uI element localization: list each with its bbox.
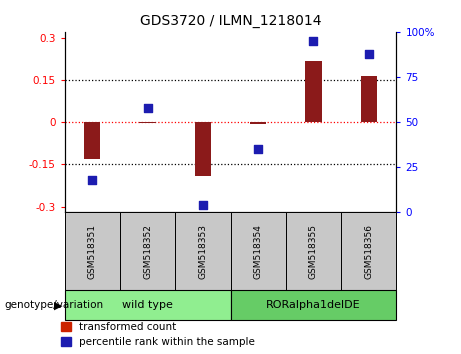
Bar — [175, 212, 230, 290]
Text: ▶: ▶ — [54, 300, 62, 310]
Point — [89, 177, 96, 183]
Title: GDS3720 / ILMN_1218014: GDS3720 / ILMN_1218014 — [140, 14, 321, 28]
Point — [310, 38, 317, 44]
Bar — [230, 212, 286, 290]
Bar — [341, 212, 396, 290]
Text: wild type: wild type — [122, 300, 173, 310]
Bar — [250, 122, 266, 124]
Bar — [305, 62, 322, 122]
Point — [254, 147, 262, 152]
Bar — [120, 212, 175, 290]
Text: GSM518354: GSM518354 — [254, 224, 263, 279]
Point — [199, 202, 207, 208]
Bar — [84, 122, 100, 159]
Text: GSM518355: GSM518355 — [309, 224, 318, 279]
Bar — [230, 290, 396, 320]
Legend: transformed count, percentile rank within the sample: transformed count, percentile rank withi… — [60, 322, 255, 347]
Text: GSM518356: GSM518356 — [364, 224, 373, 279]
Text: GSM518351: GSM518351 — [88, 224, 97, 279]
Bar — [65, 212, 120, 290]
Point — [365, 51, 372, 56]
Bar — [286, 212, 341, 290]
Bar — [65, 290, 230, 320]
Text: RORalpha1delDE: RORalpha1delDE — [266, 300, 361, 310]
Text: GSM518353: GSM518353 — [198, 224, 207, 279]
Text: genotype/variation: genotype/variation — [5, 300, 104, 310]
Bar — [361, 76, 377, 122]
Point — [144, 105, 151, 110]
Text: GSM518352: GSM518352 — [143, 224, 152, 279]
Bar — [139, 122, 156, 123]
Bar — [195, 122, 211, 176]
